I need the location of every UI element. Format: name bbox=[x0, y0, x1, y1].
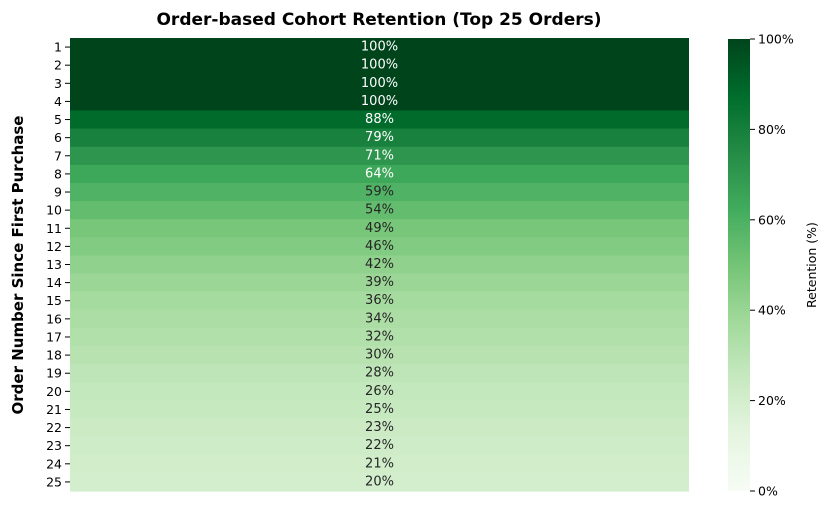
y-tick-label: 7 bbox=[54, 148, 62, 163]
y-tick-label: 25 bbox=[46, 474, 62, 489]
cell-value-label: 22% bbox=[365, 438, 394, 453]
heatmap-cell bbox=[70, 382, 689, 401]
colorbar-label: Retention (%) bbox=[804, 222, 819, 308]
y-tick-label: 1 bbox=[54, 40, 62, 55]
heatmap-cell bbox=[70, 327, 689, 347]
y-tick-label: 3 bbox=[54, 76, 62, 91]
cell-value-label: 23% bbox=[365, 420, 394, 435]
heatmap-cell bbox=[70, 92, 689, 112]
chart-title: Order-based Cohort Retention (Top 25 Ord… bbox=[156, 10, 601, 30]
colorbar-tick-label: 40% bbox=[758, 303, 786, 318]
heatmap-cell bbox=[70, 201, 689, 220]
y-tick-label: 9 bbox=[54, 185, 62, 200]
y-tick-label: 19 bbox=[46, 366, 62, 381]
heatmap-cell bbox=[70, 436, 689, 456]
cell-value-label: 100% bbox=[361, 40, 398, 55]
y-tick-label: 12 bbox=[46, 239, 62, 254]
heatmap-cell bbox=[70, 273, 689, 293]
cell-value-label: 100% bbox=[361, 94, 398, 109]
cell-value-label: 100% bbox=[361, 76, 398, 91]
y-tick-label: 13 bbox=[46, 257, 62, 272]
cell-value-label: 88% bbox=[365, 112, 394, 127]
heatmap-cell bbox=[70, 146, 689, 166]
heatmap-cell bbox=[70, 418, 689, 438]
heatmap-cell bbox=[70, 219, 689, 238]
y-tick-label: 11 bbox=[46, 221, 62, 236]
y-tick-label: 20 bbox=[46, 384, 62, 399]
colorbar-tick-label: 60% bbox=[758, 212, 786, 227]
y-tick-label: 24 bbox=[46, 456, 62, 471]
cell-value-label: 71% bbox=[365, 148, 394, 163]
cell-value-label: 21% bbox=[365, 456, 394, 471]
y-tick-label: 21 bbox=[46, 402, 62, 417]
cell-value-label: 26% bbox=[365, 384, 394, 399]
y-tick-label: 10 bbox=[46, 203, 62, 218]
y-tick-label: 5 bbox=[54, 112, 62, 127]
heatmap-cell bbox=[70, 309, 689, 329]
heatmap-cell bbox=[70, 164, 689, 184]
cell-value-label: 100% bbox=[361, 58, 398, 73]
cell-value-label: 30% bbox=[365, 348, 394, 363]
cell-value-label: 34% bbox=[365, 311, 394, 326]
heatmap-cells: 100% 100% 100% 100% 88% 79% 71% 64% 59% 54% 49% 46%… bbox=[70, 38, 689, 492]
heatmap-cell bbox=[70, 182, 689, 202]
colorbar-tick-label: 100% bbox=[758, 32, 794, 47]
y-tick-label: 22 bbox=[46, 420, 62, 435]
y-tick-label: 23 bbox=[46, 438, 62, 453]
cell-value-label: 20% bbox=[365, 474, 394, 489]
heatmap-cell bbox=[70, 400, 689, 420]
cell-value-label: 39% bbox=[365, 275, 394, 290]
heatmap-cell bbox=[70, 56, 689, 75]
heatmap-cell bbox=[70, 110, 689, 130]
cell-value-label: 42% bbox=[365, 257, 394, 272]
cell-value-label: 25% bbox=[365, 402, 394, 417]
y-axis-label: Order Number Since First Purchase bbox=[9, 116, 27, 415]
y-tick-label: 14 bbox=[46, 275, 62, 290]
cell-value-label: 28% bbox=[365, 366, 394, 381]
cell-value-label: 36% bbox=[365, 293, 394, 308]
y-tick-label: 4 bbox=[54, 94, 62, 109]
cell-value-label: 79% bbox=[365, 130, 394, 145]
colorbar: 0% 20% 40% 60% 80% 100% Retention (%) bbox=[728, 32, 819, 499]
heatmap-cell bbox=[70, 346, 689, 365]
colorbar-gradient bbox=[728, 39, 750, 491]
heatmap-cell bbox=[70, 472, 689, 492]
heatmap-cell bbox=[70, 255, 689, 275]
colorbar-tick-label: 0% bbox=[758, 484, 778, 499]
colorbar-tick-label: 80% bbox=[758, 122, 786, 137]
cell-value-label: 46% bbox=[365, 239, 394, 254]
cell-value-label: 32% bbox=[365, 329, 394, 344]
cell-value-label: 59% bbox=[365, 185, 394, 200]
heatmap-cell bbox=[70, 291, 689, 311]
y-tick-label: 6 bbox=[54, 130, 62, 145]
colorbar-tick-label: 20% bbox=[758, 393, 786, 408]
y-tick-label: 18 bbox=[46, 348, 62, 363]
heatmap-cell bbox=[70, 237, 689, 257]
heatmap-cell bbox=[70, 454, 689, 474]
cell-value-label: 54% bbox=[365, 203, 394, 218]
y-tick-label: 17 bbox=[46, 329, 62, 344]
heatmap-cell bbox=[70, 128, 689, 148]
y-tick-label: 16 bbox=[46, 311, 62, 326]
cell-value-label: 64% bbox=[365, 166, 394, 181]
heatmap-cell bbox=[70, 38, 689, 57]
heatmap-cell bbox=[70, 74, 689, 93]
y-tick-label: 2 bbox=[54, 58, 62, 73]
heatmap-cell bbox=[70, 364, 689, 383]
y-tick-label: 15 bbox=[46, 293, 62, 308]
y-tick-label: 8 bbox=[54, 166, 62, 181]
cell-value-label: 49% bbox=[365, 221, 394, 236]
y-axis-ticks: 1234567891011121314151617181920212223242… bbox=[46, 40, 70, 489]
